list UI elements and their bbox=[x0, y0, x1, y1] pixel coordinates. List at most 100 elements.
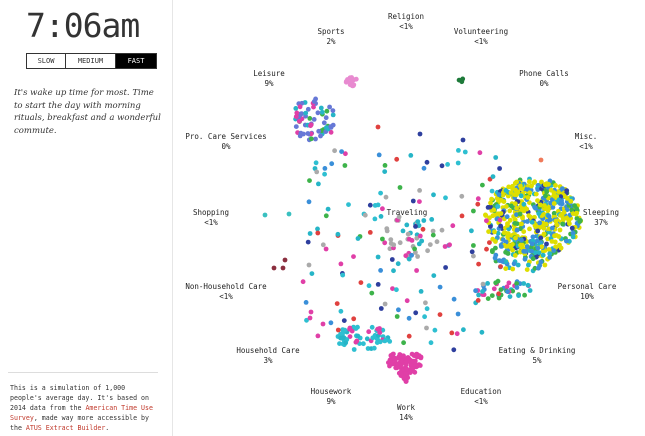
person-dot bbox=[548, 200, 553, 206]
person-dot bbox=[451, 347, 457, 353]
person-dot bbox=[437, 312, 443, 317]
person-dot bbox=[417, 131, 423, 137]
person-dot bbox=[546, 213, 552, 219]
person-dot bbox=[311, 117, 317, 122]
person-dot bbox=[536, 211, 542, 217]
person-dot bbox=[417, 233, 423, 239]
person-dot bbox=[514, 212, 519, 218]
person-dot bbox=[513, 235, 518, 241]
person-dot bbox=[384, 226, 390, 232]
person-dot bbox=[324, 108, 330, 114]
labels-layer: Religion<1%Sports2%Volunteering<1%Leisur… bbox=[185, 12, 619, 422]
person-dot bbox=[454, 331, 460, 337]
person-dot bbox=[404, 222, 410, 228]
simulation-canvas: Religion<1%Sports2%Volunteering<1%Leisur… bbox=[185, 12, 619, 422]
person-dot bbox=[371, 345, 377, 351]
person-dot bbox=[376, 152, 382, 158]
person-dot bbox=[537, 220, 542, 226]
person-dot bbox=[311, 104, 316, 110]
person-dot bbox=[394, 156, 400, 162]
person-dot bbox=[391, 268, 396, 274]
person-dot bbox=[578, 218, 583, 223]
person-dot bbox=[280, 265, 286, 271]
person-dot bbox=[523, 249, 529, 254]
person-dot bbox=[340, 327, 346, 332]
person-dot bbox=[382, 301, 388, 307]
person-dot bbox=[495, 204, 501, 209]
person-dot bbox=[491, 286, 497, 292]
person-dot bbox=[343, 79, 349, 84]
person-dot bbox=[294, 110, 300, 116]
activity-percent: 0% bbox=[221, 142, 231, 151]
person-dot bbox=[388, 353, 394, 358]
person-dot bbox=[488, 224, 493, 229]
person-dot bbox=[487, 240, 492, 246]
person-dot bbox=[471, 208, 476, 214]
person-dot bbox=[369, 290, 375, 296]
person-dot bbox=[397, 185, 403, 190]
person-dot bbox=[297, 118, 302, 124]
activity-label-shopping: Shopping<1% bbox=[193, 208, 229, 227]
activity-name: Non-Household Care bbox=[185, 282, 267, 291]
person-dot bbox=[460, 137, 466, 143]
person-dot bbox=[315, 333, 321, 339]
person-dot bbox=[413, 224, 418, 229]
person-dot bbox=[341, 318, 347, 323]
person-dot bbox=[432, 327, 438, 333]
atus-link[interactable]: American Time Use Survey bbox=[10, 404, 153, 422]
person-dot bbox=[544, 189, 550, 195]
person-dot bbox=[425, 248, 430, 254]
person-dot bbox=[498, 244, 504, 249]
footnote-text-3: . bbox=[105, 424, 110, 432]
person-dot bbox=[382, 240, 388, 246]
activity-percent: <1% bbox=[474, 397, 488, 406]
person-dot bbox=[546, 247, 552, 252]
person-dot bbox=[506, 184, 512, 190]
person-dot bbox=[375, 326, 380, 332]
person-dot bbox=[497, 217, 503, 223]
person-dot bbox=[388, 237, 394, 243]
person-dot bbox=[389, 257, 395, 262]
person-dot bbox=[406, 256, 412, 262]
person-dot bbox=[535, 228, 541, 234]
person-dot bbox=[318, 133, 323, 139]
atus-extract-builder-link[interactable]: ATUS Extract Builder bbox=[25, 424, 106, 432]
activity-name: Pro. Care Services bbox=[185, 132, 266, 141]
person-dot bbox=[424, 325, 429, 331]
person-dot bbox=[543, 221, 549, 227]
person-dot bbox=[489, 196, 494, 202]
speed-slow-button[interactable]: SLOW bbox=[27, 54, 66, 68]
person-dot bbox=[434, 239, 440, 245]
person-dot bbox=[320, 321, 326, 327]
person-dot bbox=[319, 109, 325, 115]
person-dot bbox=[539, 244, 545, 250]
person-dot bbox=[532, 265, 538, 271]
person-dot bbox=[475, 196, 481, 202]
speed-fast-button[interactable]: FAST bbox=[116, 54, 156, 68]
person-dot bbox=[413, 250, 418, 255]
person-dot bbox=[424, 306, 430, 312]
speed-medium-button[interactable]: MEDIUM bbox=[66, 54, 116, 68]
person-dot bbox=[476, 261, 481, 267]
activity-name: Personal Care bbox=[558, 282, 617, 291]
person-dot bbox=[507, 217, 513, 223]
person-dot bbox=[329, 161, 335, 167]
person-dot bbox=[459, 193, 465, 199]
person-dot bbox=[551, 210, 557, 216]
person-dot bbox=[349, 79, 355, 85]
person-dot bbox=[364, 336, 370, 342]
person-dot bbox=[320, 242, 326, 248]
person-dot bbox=[503, 266, 509, 271]
person-dot bbox=[498, 287, 504, 292]
person-dot bbox=[307, 315, 313, 321]
activity-percent: <1% bbox=[399, 22, 413, 31]
person-dot bbox=[514, 205, 519, 211]
person-dot bbox=[568, 198, 574, 204]
person-dot bbox=[528, 183, 534, 189]
person-dot bbox=[307, 116, 313, 121]
person-dot bbox=[521, 201, 527, 207]
person-dot bbox=[496, 211, 502, 217]
person-dot bbox=[343, 340, 349, 346]
person-dot bbox=[395, 261, 401, 267]
person-dot bbox=[540, 252, 546, 258]
